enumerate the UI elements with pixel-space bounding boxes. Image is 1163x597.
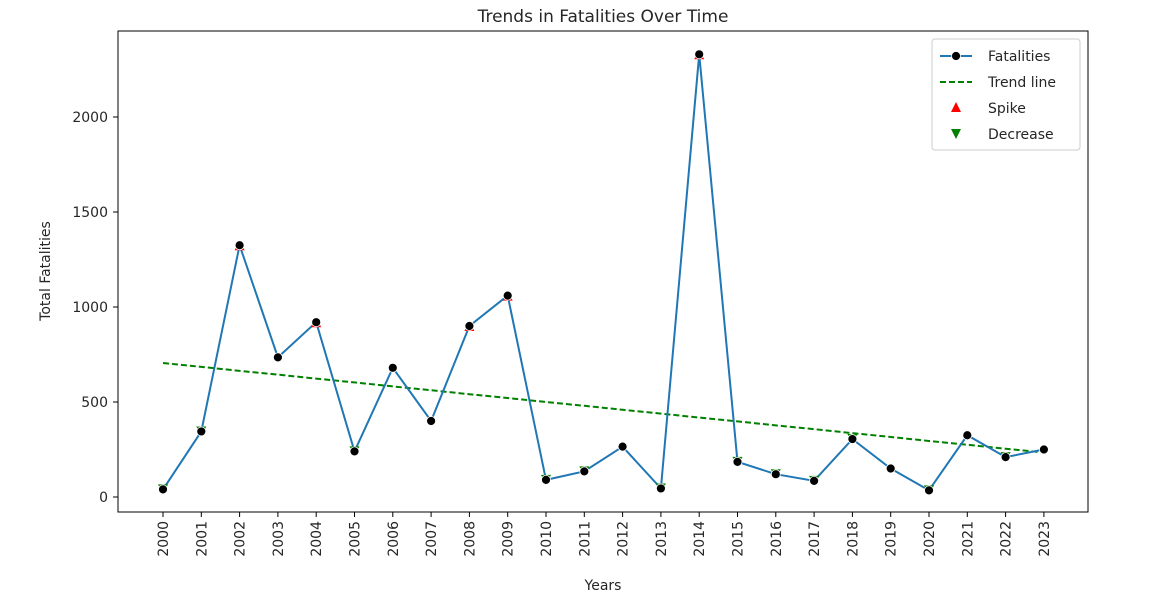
fatalities-point: [579, 466, 590, 477]
fatalities-point: [770, 469, 781, 480]
x-tick-label: 2010: [539, 521, 555, 557]
x-tick-label: 2005: [348, 521, 364, 557]
legend-spike-triangle-up-icon: [951, 102, 961, 112]
fatalities-point: [656, 483, 666, 494]
legend: Fatalities Trend line Spike Decrease: [931, 38, 1081, 151]
trend-line: [162, 362, 1044, 454]
fatalities-point: [311, 317, 322, 328]
y-axis: 0 500 1000 1500 2000: [72, 110, 118, 506]
marker-layer: [158, 49, 1049, 496]
fatalities-point: [426, 416, 437, 426]
fatalities-point: [962, 430, 973, 441]
x-tick-label: 2014: [692, 521, 708, 557]
y-tick-label: 0: [99, 490, 108, 506]
fatalities-point: [809, 475, 819, 486]
fatalities-point: [272, 352, 283, 363]
x-tick-label: 2018: [845, 521, 861, 557]
fatalities-point: [617, 441, 628, 452]
x-tick-label: 2011: [577, 521, 593, 557]
fatalities-point: [234, 240, 245, 251]
series-layer: [162, 54, 1045, 492]
y-tick-label: 500: [81, 395, 108, 411]
fatalities-point: [387, 362, 398, 373]
x-tick-label: 2019: [884, 521, 900, 557]
legend-spike-label: Spike: [988, 101, 1026, 117]
chart-title: Trends in Fatalities Over Time: [477, 7, 729, 27]
x-tick-label: 2002: [233, 521, 249, 557]
fatalities-point: [885, 463, 896, 474]
legend-decrease-label: Decrease: [988, 127, 1054, 143]
fatalities-point: [349, 446, 360, 457]
fatalities-point: [1000, 452, 1011, 463]
x-tick-label: 2000: [156, 521, 172, 557]
plot-frame: [117, 30, 1089, 513]
legend-box: [931, 38, 1081, 151]
fatalities-point: [732, 456, 743, 467]
y-tick-label: 2000: [72, 110, 108, 126]
x-tick-label: 2013: [654, 521, 670, 557]
fatalities-point: [924, 485, 934, 496]
fatalities-point: [694, 49, 705, 60]
fatalities-point: [158, 484, 168, 495]
x-tick-label: 2001: [194, 521, 210, 557]
x-tick-label: 2023: [1037, 521, 1053, 557]
x-tick-label: 2003: [271, 521, 287, 557]
x-tick-label: 2015: [731, 521, 747, 557]
y-axis-label: Total Fatalities: [38, 221, 54, 322]
fatalities-point: [464, 321, 475, 331]
fatalities-point: [502, 290, 513, 301]
legend-decrease-triangle-down-icon: [951, 129, 961, 139]
x-tick-label: 2008: [462, 521, 478, 557]
y-tick-label: 1500: [72, 205, 108, 221]
x-axis: 2000 2001 2002 2003 2004 2005 2006 2007 2008 2009…: [156, 512, 1053, 557]
fatalities-point: [196, 426, 207, 437]
x-tick-label: 2017: [807, 521, 823, 557]
fatalities-point: [847, 434, 858, 444]
x-tick-label: 2012: [616, 521, 632, 557]
x-tick-label: 2006: [386, 521, 402, 557]
x-tick-label: 2004: [309, 521, 325, 557]
fatalities-point: [541, 474, 551, 485]
y-tick-label: 1000: [72, 300, 108, 316]
legend-fatalities-label: Fatalities: [988, 49, 1050, 65]
fatalities-line: [162, 54, 1045, 492]
x-tick-label: 2007: [424, 521, 440, 557]
x-axis-label: Years: [584, 578, 622, 594]
legend-fatalities-marker-icon: [951, 51, 961, 61]
fatalities-point: [1039, 444, 1049, 455]
x-tick-label: 2016: [769, 521, 785, 557]
x-tick-label: 2022: [999, 521, 1015, 557]
x-tick-label: 2021: [960, 521, 976, 557]
x-tick-label: 2009: [501, 521, 517, 557]
trend-layer: [162, 362, 1044, 454]
legend-trend-line-label: Trend line: [987, 75, 1056, 91]
x-tick-label: 2020: [922, 521, 938, 557]
